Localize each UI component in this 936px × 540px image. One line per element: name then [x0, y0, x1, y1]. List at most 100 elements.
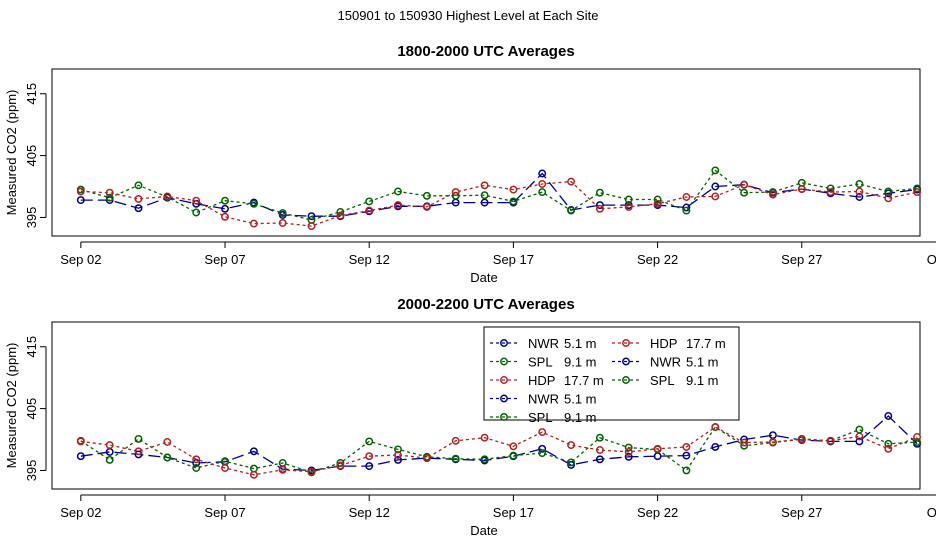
- data-point: [192, 208, 201, 217]
- x-tick-label: Sep 27: [781, 505, 822, 520]
- data-point: [336, 207, 345, 216]
- data-point: [913, 433, 922, 441]
- data-point: [884, 439, 893, 448]
- legend-height: 17.7 m: [564, 373, 604, 388]
- panel-1800-2000: 1800-2000 UTC Averages Sep 02 Sep 07 Sep 12…: [4, 43, 936, 285]
- data-point: [394, 445, 402, 454]
- data-point: [192, 455, 201, 464]
- x-tick-label: Sep 07: [204, 505, 245, 520]
- legend-swatch-marker: [500, 413, 508, 421]
- data-point: [624, 443, 633, 452]
- legend-entry: SPL 9.1 m: [490, 410, 597, 425]
- data-point: [567, 458, 576, 467]
- data-point: [768, 438, 777, 446]
- data-point: [365, 452, 374, 461]
- y-tick-label: 395: [24, 460, 39, 482]
- legend-height: 5.1 m: [686, 355, 719, 370]
- data-point: [538, 444, 547, 453]
- legend-site: SPL: [650, 373, 675, 388]
- data-point: [451, 191, 460, 200]
- legend-entry: SPL 9.1 m: [490, 355, 597, 370]
- legend-height: 5.1 m: [564, 336, 597, 351]
- series-line-hdp: [80, 426, 918, 476]
- data-point: [595, 446, 604, 454]
- data-point: [394, 451, 402, 459]
- legend-swatch-marker: [500, 376, 508, 384]
- data-point: [221, 196, 229, 205]
- data-point: [653, 444, 662, 453]
- data-point: [134, 434, 143, 443]
- data-point: [134, 194, 143, 203]
- data-point: [76, 452, 85, 461]
- data-point: [192, 464, 201, 472]
- data-point: [278, 219, 287, 227]
- legend-swatch-marker: [500, 339, 508, 347]
- data-point: [509, 185, 518, 194]
- x-tick-label: Sep 22: [637, 505, 678, 520]
- data-point: [394, 455, 402, 464]
- data-point: [653, 199, 662, 208]
- x-axis-label: Date: [470, 523, 497, 538]
- legend-entry: HDP 17.7 m: [490, 373, 604, 388]
- data-point: [509, 451, 518, 460]
- y-tick-label: 405: [24, 145, 39, 167]
- data-point: [422, 202, 431, 211]
- data-point: [422, 454, 431, 463]
- data-point: [855, 437, 864, 446]
- x-tick-label: Sep 02: [60, 505, 101, 520]
- data-point: [538, 428, 547, 437]
- x-tick-label: Sep 12: [349, 505, 390, 520]
- data-point: [538, 449, 547, 458]
- series-hdp: [76, 423, 922, 479]
- data-point: [538, 169, 547, 178]
- x-tick-label: Sep 17: [493, 252, 534, 267]
- data-point: [884, 194, 893, 203]
- legend-site: SPL: [528, 410, 553, 425]
- data-point: [711, 166, 720, 175]
- data-point: [134, 450, 143, 459]
- data-point: [595, 204, 604, 213]
- data-point: [105, 441, 114, 450]
- series-line-spl: [80, 426, 918, 473]
- y-tick-label: 415: [24, 336, 39, 358]
- data-point: [365, 437, 374, 446]
- data-point: [336, 461, 345, 470]
- data-point: [163, 438, 172, 446]
- data-point: [884, 412, 893, 420]
- data-point: [249, 219, 258, 228]
- panel-title: 2000-2200 UTC Averages: [397, 296, 574, 313]
- legend-site: NWR: [528, 336, 559, 351]
- data-point: [567, 206, 576, 215]
- figure-title: 150901 to 150930 Highest Level at Each S…: [337, 8, 599, 23]
- data-point: [711, 423, 720, 432]
- data-point: [653, 195, 662, 204]
- legend-height: 5.1 m: [564, 392, 597, 407]
- data-point: [365, 462, 374, 471]
- legend-box: [483, 326, 740, 421]
- data-point: [76, 196, 85, 205]
- legend: NWR 5.1 m SPL 9.1 m HDP 17.7 m NWR 5.1 m SPL 9.1 …: [483, 326, 740, 425]
- data-point: [624, 202, 633, 211]
- data-point: [105, 188, 114, 197]
- data-point: [855, 187, 864, 196]
- data-point: [451, 436, 460, 445]
- data-point: [624, 195, 633, 204]
- x-tick-label: Sep 22: [637, 252, 678, 267]
- legend-swatch-marker: [500, 394, 508, 403]
- data-point: [768, 188, 777, 197]
- x-tick-label: Sep 02: [60, 252, 101, 267]
- data-point: [682, 206, 691, 215]
- data-point: [336, 459, 345, 467]
- data-point: [221, 204, 229, 213]
- legend-site: NWR: [528, 392, 559, 407]
- series-spl: [76, 423, 922, 477]
- data-point: [480, 198, 489, 207]
- data-point: [249, 470, 258, 479]
- y-tick-label: 395: [24, 207, 39, 229]
- data-point: [682, 451, 691, 460]
- data-point: [682, 442, 691, 451]
- plot-frame: [51, 321, 921, 490]
- data-point: [105, 455, 114, 464]
- data-point: [451, 188, 460, 197]
- data-point: [105, 196, 114, 205]
